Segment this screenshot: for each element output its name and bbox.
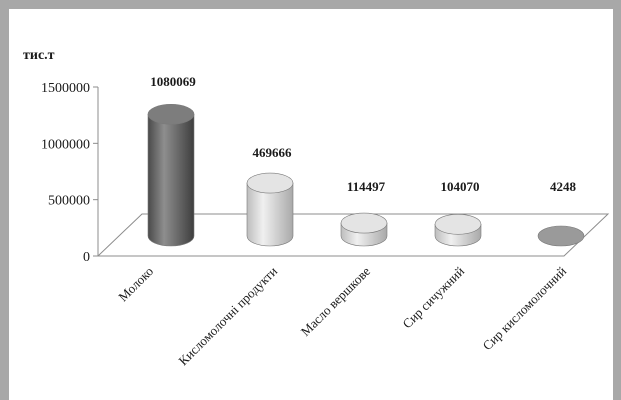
category-label: Масло вершкове xyxy=(298,263,374,339)
category-label: Молоко xyxy=(115,264,156,305)
data-label: 104070 xyxy=(441,179,480,194)
data-label: 114497 xyxy=(347,179,386,194)
bar-cylinder xyxy=(537,225,585,247)
data-label: 469666 xyxy=(253,145,293,160)
chart-floor xyxy=(96,213,610,257)
bar-cylinder xyxy=(246,172,294,247)
bar-top xyxy=(246,172,294,194)
bar-cylinder xyxy=(340,212,388,247)
y-tick-label: 500000 xyxy=(48,194,90,209)
bar-top xyxy=(537,225,585,247)
bar-cylinder xyxy=(434,213,482,247)
bar-cylinder xyxy=(147,104,195,247)
category-label: Сир кисломолочний xyxy=(479,263,569,353)
category-label: Кисломолочні продукти xyxy=(175,263,280,368)
y-tick-label: 1500000 xyxy=(41,81,90,96)
bar-body xyxy=(246,182,294,247)
unit-label: тис.т xyxy=(23,48,55,63)
category-label: Сир сичужний xyxy=(399,263,467,331)
data-label: 1080069 xyxy=(150,74,196,89)
bar-top xyxy=(340,212,388,234)
bar-body xyxy=(147,114,195,247)
y-tick-label: 1000000 xyxy=(41,137,90,152)
bar-top xyxy=(434,213,482,235)
bar-top xyxy=(147,104,195,125)
y-tick-label: 0 xyxy=(83,250,90,265)
data-label: 4248 xyxy=(550,179,577,194)
